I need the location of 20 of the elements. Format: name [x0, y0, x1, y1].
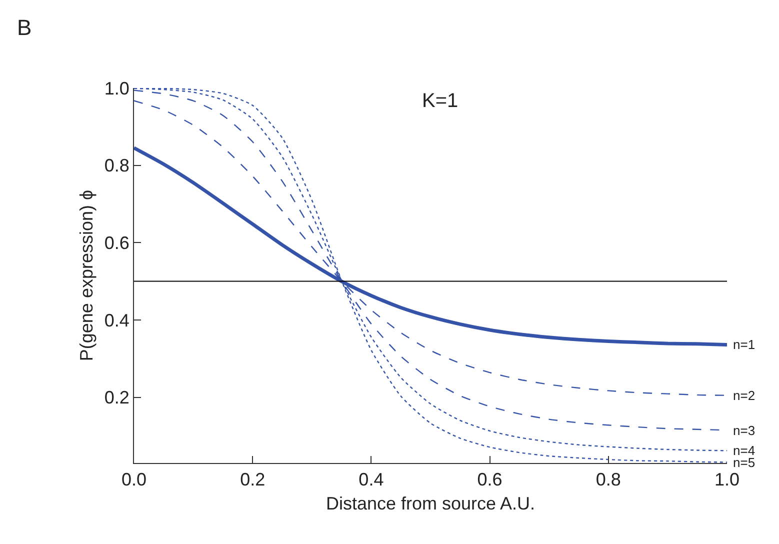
series-label: n=5	[733, 455, 756, 470]
y-tick-label: 0.2	[104, 388, 130, 408]
series-label: n=1	[733, 337, 756, 352]
y-tick-label: 0.4	[104, 310, 130, 330]
series-label: n=3	[733, 423, 756, 438]
y-tick-label: 0.8	[104, 156, 130, 176]
y-tick-label: 0.6	[104, 232, 130, 253]
series-label: n=4	[733, 443, 756, 458]
series-label: n=2	[733, 388, 756, 403]
annotation: K=1	[422, 90, 458, 112]
x-tick-label: 0.6	[477, 470, 502, 490]
x-tick-label: 0.8	[596, 470, 621, 490]
y-tick-label: 1.0	[104, 78, 130, 98]
x-tick-label: 0.2	[240, 470, 266, 490]
x-axis-title: Distance from source A.U.	[326, 494, 536, 514]
y-axis-title: P(gene expression) ϕ	[76, 190, 97, 362]
text: B	[17, 15, 32, 40]
x-tick-label: 1.0	[714, 470, 740, 490]
x-tick-label: 0.4	[358, 470, 384, 490]
x-tick-label: 0.0	[121, 470, 147, 490]
